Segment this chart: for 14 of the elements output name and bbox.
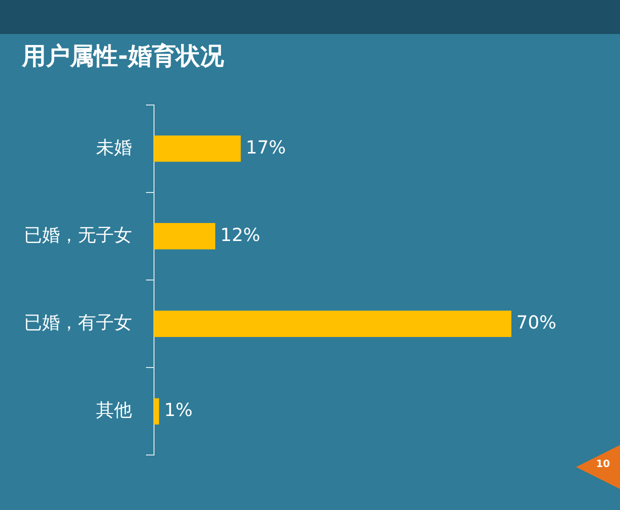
bar — [154, 310, 512, 337]
data-label: 70% — [516, 312, 556, 334]
bar — [154, 398, 160, 425]
chart-title: 用户属性-婚育状况 — [22, 41, 224, 72]
data-label: 12% — [220, 224, 260, 246]
text: 10 — [596, 459, 610, 470]
data-label: 17% — [246, 137, 286, 158]
bar — [154, 135, 241, 162]
y-tick-label: 已婚，有子女 — [24, 312, 132, 334]
y-tick-label: 已婚，无子女 — [24, 224, 132, 246]
y-tick-label: 其他 — [96, 400, 132, 422]
data-label: 1% — [164, 400, 193, 422]
y-tick-label: 未婚 — [96, 137, 132, 158]
bar — [154, 223, 216, 250]
